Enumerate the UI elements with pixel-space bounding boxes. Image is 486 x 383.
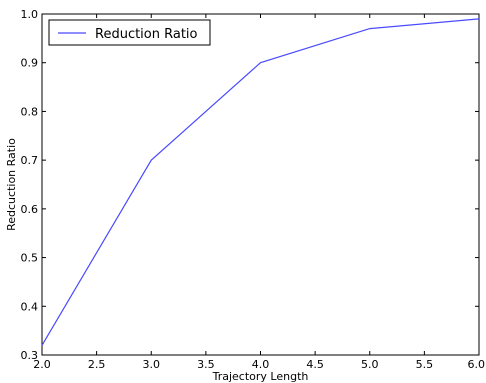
x-tick-label: 3.0 <box>143 358 161 371</box>
legend: Reduction Ratio <box>48 19 211 46</box>
y-tick-label: 0.3 <box>21 349 39 362</box>
legend-label: Reduction Ratio <box>95 27 198 42</box>
x-axis: 2.0 2.5 3.0 3.5 4.0 4.5 5.0 5.5 6.0 <box>33 14 485 371</box>
y-tick-label: 1.0 <box>21 8 39 21</box>
x-tick-label: 3.5 <box>197 358 215 371</box>
y-tick-label: 0.5 <box>21 252 39 265</box>
x-tick-label: 2.5 <box>88 358 106 371</box>
x-tick-label: 4.5 <box>306 358 324 371</box>
y-tick-label: 0.9 <box>21 57 39 70</box>
y-tick-label: 0.6 <box>21 203 39 216</box>
plot-area <box>41 13 480 356</box>
y-tick-label: 0.4 <box>21 300 39 313</box>
x-tick-label: 2.0 <box>33 358 51 371</box>
x-axis-label: Trajectory Length <box>212 370 309 383</box>
x-tick-label: 5.0 <box>361 358 379 371</box>
series-layer <box>41 18 480 346</box>
x-tick-label: 4.0 <box>252 358 270 371</box>
y-tick-label: 0.7 <box>21 154 39 167</box>
y-axis: 0.3 0.4 0.5 0.6 0.7 0.8 0.9 1.0 <box>21 8 479 362</box>
x-tick-label: 6.0 <box>468 358 486 371</box>
y-axis-label: Redcuction Ratio <box>5 138 18 231</box>
y-tick-label: 0.8 <box>21 105 39 118</box>
x-tick-label: 5.5 <box>416 358 434 371</box>
